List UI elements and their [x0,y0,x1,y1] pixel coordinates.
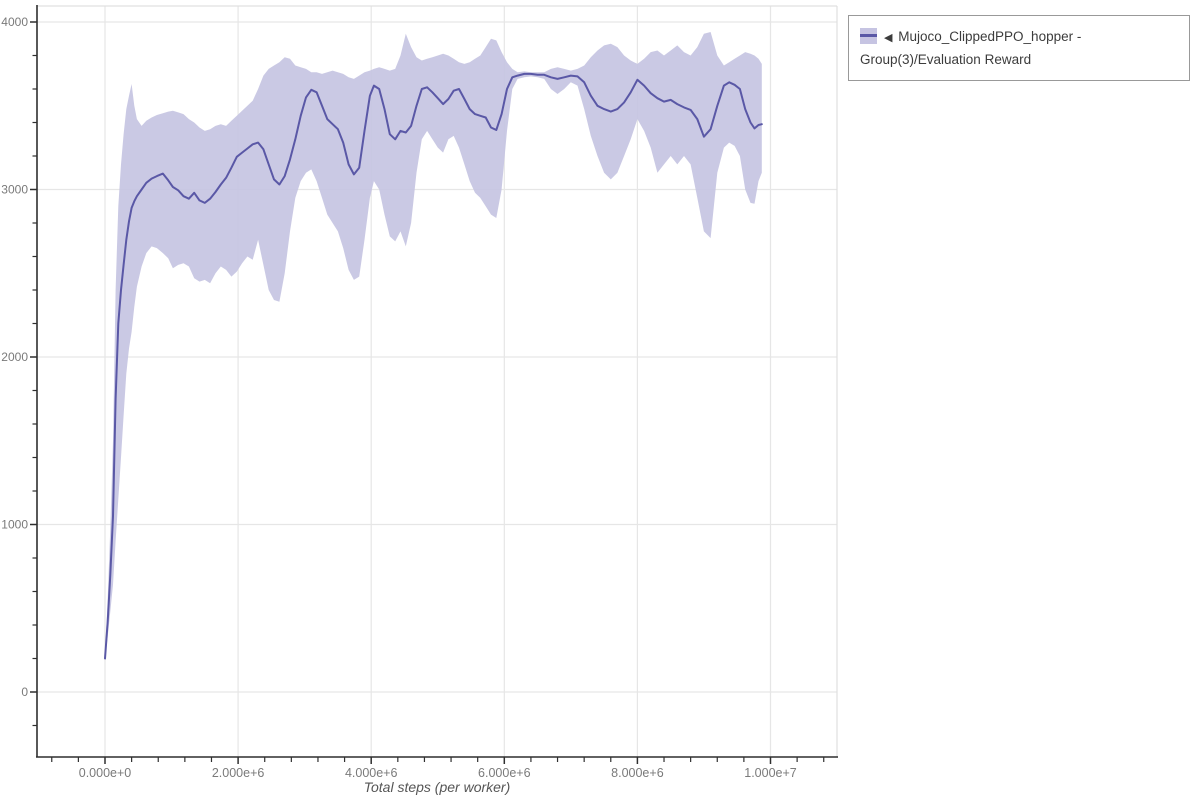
x-tick-label: 8.000e+6 [611,766,664,780]
y-tick-label: 1000 [1,518,28,532]
x-tick-label: 1.000e+7 [744,766,797,780]
x-axis-title: Total steps (per worker) [364,779,511,795]
legend-label[interactable]: Mujoco_ClippedPPO_hopper - Group(3)/Eval… [860,29,1082,67]
x-tick-label: 0.000e+0 [79,766,132,780]
axes [36,5,838,758]
y-tick-label: 4000 [1,15,28,29]
legend: ◀ Mujoco_ClippedPPO_hopper - Group(3)/Ev… [848,15,1190,81]
caret-left-icon: ◀ [884,32,893,44]
y-tick-label: 2000 [1,350,28,364]
confidence-band [105,32,762,661]
x-tick-label: 4.000e+6 [345,766,398,780]
tick-labels: 0 1000 2000 3000 4000 0.000e+0 2.000e+6 4.000e+… [1,15,796,780]
mean-reward-line [104,72,763,660]
legend-line-icon [860,34,877,37]
x-tick-label: 2.000e+6 [212,766,265,780]
x-tick-label: 6.000e+6 [478,766,531,780]
legend-swatch[interactable] [860,28,877,44]
tick-marks [30,21,825,764]
y-tick-label: 0 [21,685,28,699]
y-tick-label: 3000 [1,183,28,197]
